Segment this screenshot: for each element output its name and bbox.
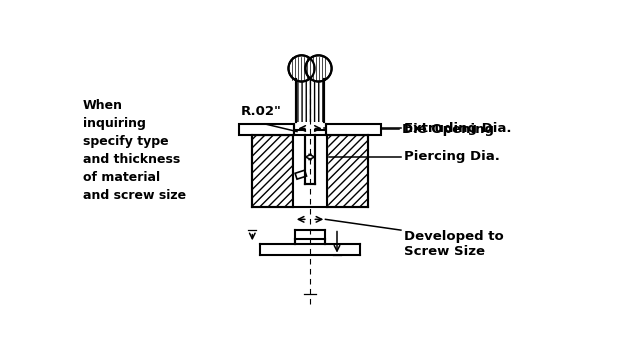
- Text: R.02": R.02": [241, 105, 281, 118]
- Circle shape: [306, 55, 332, 82]
- Text: When
inquiring
specify type
and thickness
of material
and screw size: When inquiring specify type and thicknes…: [83, 99, 186, 202]
- Bar: [327, 135, 368, 207]
- Bar: [239, 124, 294, 135]
- Text: Piercing Dia.: Piercing Dia.: [404, 150, 500, 163]
- Bar: [252, 135, 293, 207]
- Bar: [326, 124, 381, 135]
- Text: Developed to
Screw Size: Developed to Screw Size: [404, 230, 503, 258]
- Circle shape: [288, 55, 315, 82]
- Bar: [296, 79, 324, 122]
- Text: Extruding Dia.: Extruding Dia.: [404, 122, 512, 135]
- Text: Die Opening: Die Opening: [402, 123, 495, 136]
